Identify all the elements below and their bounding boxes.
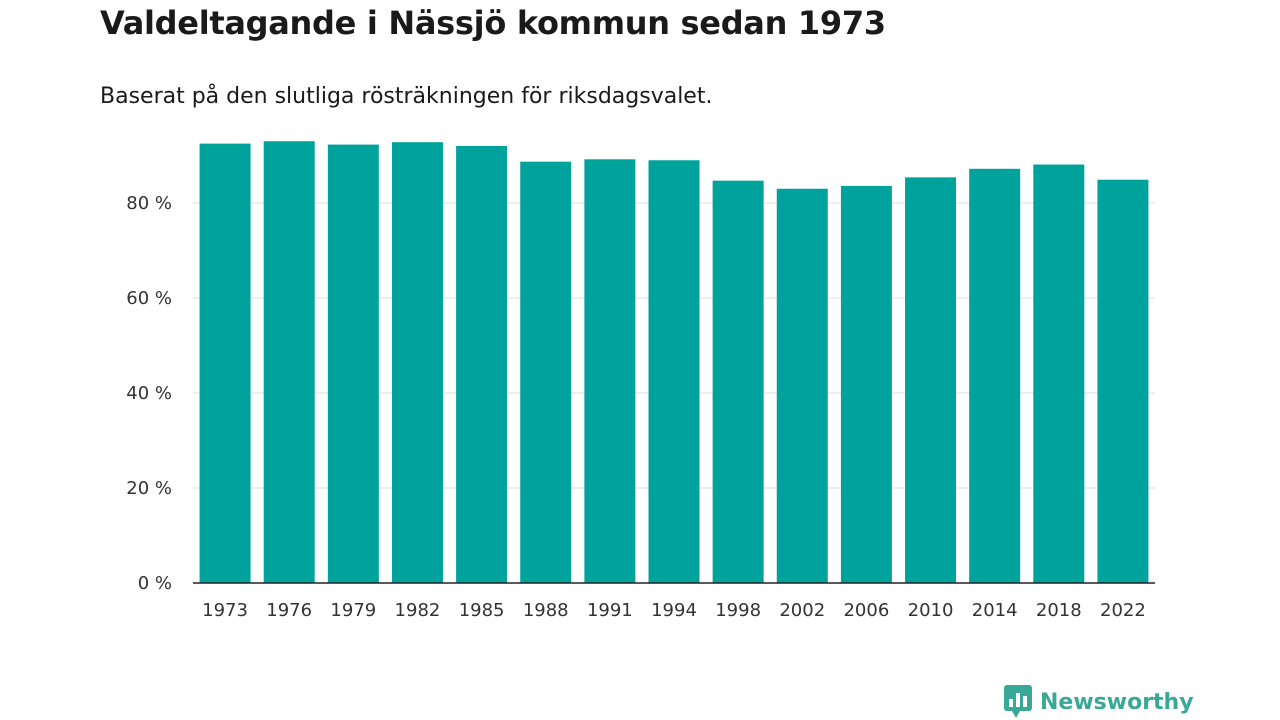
brand-name: Newsworthy xyxy=(1040,689,1194,715)
y-tick-label: 60 % xyxy=(126,288,172,309)
bar-1994 xyxy=(648,160,700,583)
bar-1982 xyxy=(391,142,443,583)
x-tick-label: 2014 xyxy=(972,600,1018,621)
chart-subtitle: Baserat på den slutliga rösträkningen fö… xyxy=(100,84,713,109)
x-tick-label: 1994 xyxy=(651,600,697,621)
bar-1991 xyxy=(584,159,636,584)
bar-chart-speech-bubble-icon xyxy=(1004,685,1032,718)
y-tick-label: 80 % xyxy=(126,193,172,214)
x-tick-label: 1998 xyxy=(715,600,761,621)
bar-1973 xyxy=(199,143,251,583)
y-tick-label: 0 % xyxy=(138,573,172,594)
bar-1976 xyxy=(263,141,315,583)
brand-logo: Newsworthy xyxy=(1004,684,1194,720)
bar-1998 xyxy=(712,180,764,584)
x-tick-label: 2006 xyxy=(843,600,889,621)
bar-2002 xyxy=(776,188,828,583)
x-tick-label: 2018 xyxy=(1036,600,1082,621)
bars xyxy=(199,141,1149,584)
x-tick-label: 1985 xyxy=(459,600,505,621)
bar-2006 xyxy=(840,185,892,583)
y-tick-label: 40 % xyxy=(126,383,172,404)
x-tick-label: 1976 xyxy=(266,600,312,621)
y-tick-label: 20 % xyxy=(126,478,172,499)
bar-1979 xyxy=(327,144,379,583)
x-tick-label: 2022 xyxy=(1100,600,1146,621)
x-axis-ticks: 1973 1976 1979 1982 1985 1988 1991 1994 1998 2002… xyxy=(202,600,1146,621)
bar-2022 xyxy=(1097,179,1149,583)
bar-2018 xyxy=(1033,164,1085,583)
x-tick-label: 1979 xyxy=(330,600,376,621)
x-tick-label: 1982 xyxy=(395,600,441,621)
bar-2010 xyxy=(905,177,957,583)
x-tick-label: 1973 xyxy=(202,600,248,621)
x-tick-label: 1991 xyxy=(587,600,633,621)
x-tick-label: 2010 xyxy=(908,600,954,621)
y-axis-ticks: 0 % 20 % 40 % 60 % 80 % xyxy=(126,193,172,594)
x-tick-label: 2002 xyxy=(779,600,825,621)
bar-1985 xyxy=(456,146,508,583)
bar-2014 xyxy=(969,168,1021,584)
x-tick-label: 1988 xyxy=(523,600,569,621)
bar-1988 xyxy=(520,161,572,584)
chart-title: Valdeltagande i Nässjö kommun sedan 1973 xyxy=(100,4,886,42)
